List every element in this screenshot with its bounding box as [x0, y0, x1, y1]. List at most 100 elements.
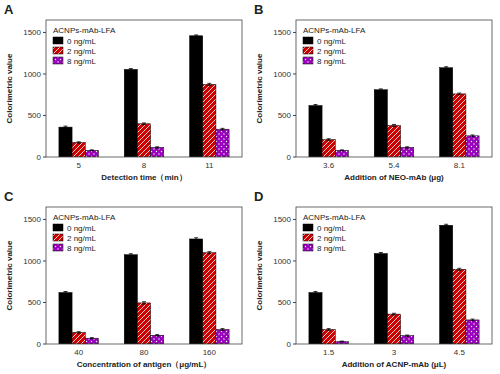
legend-swatch: [53, 244, 63, 251]
legend-bg: [299, 23, 369, 69]
bar: [137, 124, 150, 157]
y-tick-label: 0: [287, 340, 292, 349]
y-axis-label: Colorimetric value: [255, 240, 264, 310]
plot-area: [309, 224, 479, 344]
y-tick-label: 1500: [23, 28, 41, 37]
x-tick-label: 3: [392, 348, 397, 357]
y-tick: [43, 115, 46, 116]
legend: ACNPs-mAb-LFA0 ng/mL2 ng/mL8 ng/mL: [299, 210, 369, 256]
error-bar: [340, 149, 344, 151]
legend-swatch: [303, 234, 313, 241]
y-tick: [293, 73, 296, 74]
error-bar: [77, 142, 81, 143]
y-tick-label: 1500: [273, 215, 291, 224]
plot-frame: [296, 20, 492, 157]
error-bar: [194, 238, 198, 240]
y-tick-label: 1000: [273, 70, 291, 79]
y-tick-label: 1500: [273, 28, 291, 37]
plot-frame: [296, 207, 492, 344]
error-bar: [77, 332, 81, 333]
error-bar: [90, 149, 94, 151]
legend-swatch: [53, 47, 63, 54]
panel: C050010001500Colorimetric value4080160Co…: [4, 189, 242, 369]
legend-swatch: [303, 224, 313, 231]
legend-swatch: [303, 47, 313, 54]
error-bar: [155, 147, 159, 148]
legend-swatch: [303, 37, 313, 44]
bar: [309, 106, 322, 157]
y-axis-label: Colorimetric value: [255, 53, 264, 123]
error-bar: [90, 337, 94, 339]
bar: [322, 140, 335, 157]
error-bar: [129, 69, 133, 71]
legend-entry: 0 ng/mL: [67, 224, 96, 233]
x-tick-label: 4.5: [454, 348, 466, 357]
x-axis-label: Addition of NEO-mAb (μg): [344, 173, 444, 182]
x-tick-label: 3.6: [323, 161, 335, 170]
y-tick-label: 0: [287, 153, 292, 162]
legend-title: ACNPs-mAb-LFA: [303, 213, 366, 222]
bar: [216, 129, 229, 157]
y-tick-label: 1000: [23, 70, 41, 79]
error-bar: [221, 329, 225, 331]
error-bar: [129, 254, 133, 256]
error-bar: [392, 313, 396, 315]
error-bar: [379, 89, 383, 91]
x-axis-label: Concentration of antigen（μg/mL）: [77, 360, 212, 369]
legend-title: ACNPs-mAb-LFA: [53, 26, 116, 35]
bar: [72, 332, 85, 344]
error-bar: [194, 35, 198, 37]
bar: [124, 69, 137, 157]
y-tick: [43, 73, 46, 74]
x-axis-label: Addition of ACNP-mAb (μL): [342, 360, 447, 369]
bar: [85, 338, 98, 344]
plot-frame: [46, 207, 242, 344]
y-tick: [43, 260, 46, 261]
error-bar: [379, 253, 383, 255]
x-tick-label: 80: [140, 348, 149, 357]
error-bar: [392, 124, 396, 126]
bar: [216, 329, 229, 344]
legend-swatch: [303, 57, 313, 64]
y-tick-label: 500: [278, 298, 292, 307]
bar: [59, 293, 72, 344]
plot-area: [309, 67, 479, 157]
error-bar: [471, 319, 475, 321]
legend: ACNPs-mAb-LFA0 ng/mL2 ng/mL8 ng/mL: [49, 23, 119, 69]
legend-entry: 8 ng/mL: [317, 57, 346, 66]
legend-entry: 8 ng/mL: [67, 57, 96, 66]
panel-label: D: [254, 189, 263, 204]
error-bar: [444, 67, 448, 69]
y-tick: [293, 344, 296, 345]
y-tick-label: 0: [37, 153, 42, 162]
x-tick-label: 160: [203, 348, 217, 357]
bar: [401, 147, 414, 157]
error-bar: [63, 292, 67, 294]
legend-entry: 8 ng/mL: [67, 244, 96, 253]
error-bar: [221, 128, 225, 130]
y-tick: [293, 157, 296, 158]
bar: [151, 147, 164, 157]
plot-frame: [46, 20, 242, 157]
y-tick-label: 500: [28, 111, 42, 120]
y-tick-label: 1000: [23, 257, 41, 266]
bar: [309, 293, 322, 344]
bar: [453, 269, 466, 344]
bar: [374, 90, 387, 157]
y-tick: [293, 32, 296, 33]
y-tick: [43, 302, 46, 303]
legend-swatch: [53, 224, 63, 231]
y-tick-label: 500: [28, 298, 42, 307]
legend-entry: 0 ng/mL: [317, 224, 346, 233]
error-bar: [457, 93, 461, 95]
y-tick: [43, 344, 46, 345]
legend-bg: [49, 210, 119, 256]
figure: A050010001500Colorimetric value5811Detec…: [0, 0, 500, 374]
bar: [203, 84, 216, 157]
bar: [124, 255, 137, 344]
bar: [190, 36, 203, 157]
bar: [203, 253, 216, 344]
legend-entry: 2 ng/mL: [317, 47, 346, 56]
legend-entry: 8 ng/mL: [317, 244, 346, 253]
y-axis-label: Colorimetric value: [5, 240, 14, 310]
